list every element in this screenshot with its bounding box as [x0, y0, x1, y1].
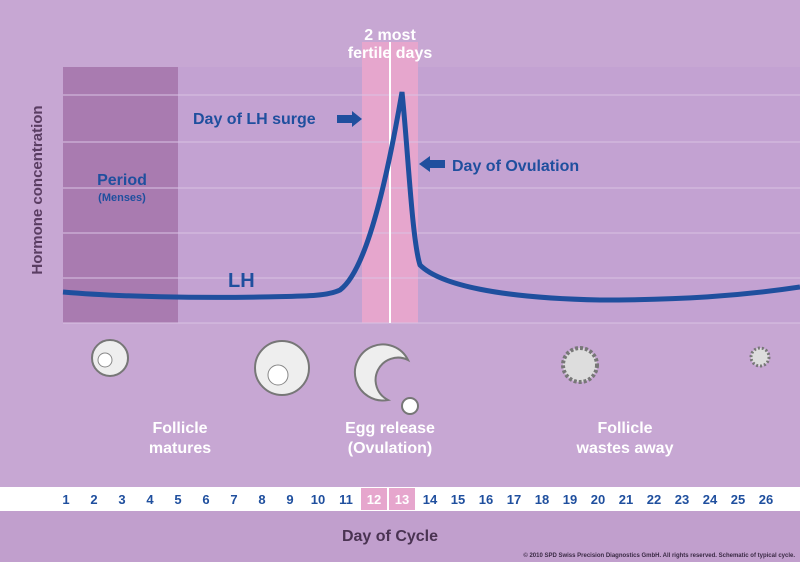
day-label: 21: [619, 492, 633, 507]
day-label: 3: [118, 492, 125, 507]
day-label: 4: [146, 492, 154, 507]
day-label: 16: [479, 492, 493, 507]
curve-label: LH: [228, 270, 255, 292]
day-label: 20: [591, 492, 605, 507]
day-label: 26: [759, 492, 773, 507]
follicle-icon: [268, 365, 288, 385]
day-label: 22: [647, 492, 661, 507]
phase-label: Follicle: [152, 420, 207, 437]
annotation: Day of Ovulation: [452, 158, 579, 175]
day-label: 9: [286, 492, 293, 507]
period-label: Period: [97, 172, 147, 189]
day-label: 2: [90, 492, 97, 507]
phase-label: matures: [149, 440, 211, 457]
title: fertile days: [348, 45, 433, 62]
page: Hormone concentration 2 most fertile day…: [0, 0, 800, 562]
day-label: 1: [62, 492, 69, 507]
follicle-icon: [563, 348, 597, 382]
period-sub: (Menses): [98, 192, 146, 204]
annotation: Day of LH surge: [193, 111, 316, 128]
day-label: 23: [675, 492, 689, 507]
day-label: 15: [451, 492, 465, 507]
day-label: 12: [367, 492, 381, 507]
x-axis-label: Day of Cycle: [342, 528, 438, 545]
day-label: 24: [703, 492, 718, 507]
y-axis-label: Hormone concentration: [29, 105, 46, 274]
phase-label: Follicle: [597, 420, 652, 437]
egg-icon: [402, 398, 418, 414]
phase-label: (Ovulation): [348, 440, 432, 457]
day-label: 7: [230, 492, 237, 507]
day-label: 8: [258, 492, 265, 507]
follicle-icon: [751, 348, 769, 366]
phase-label: Egg release: [345, 420, 435, 437]
diagram: Hormone concentration 2 most fertile day…: [0, 0, 800, 562]
title: 2 most: [364, 27, 416, 44]
day-label: 6: [202, 492, 209, 507]
day-label: 5: [174, 492, 181, 507]
day-label: 19: [563, 492, 577, 507]
day-label: 17: [507, 492, 521, 507]
copyright: © 2010 SPD Swiss Precision Diagnostics G…: [523, 552, 795, 559]
day-label: 10: [311, 492, 325, 507]
day-label: 11: [339, 492, 353, 507]
day-label: 13: [395, 492, 409, 507]
follicle-icon: [98, 353, 112, 367]
phase-label: wastes away: [576, 440, 674, 457]
day-label: 14: [423, 492, 438, 507]
day-label: 18: [535, 492, 549, 507]
day-label: 25: [731, 492, 745, 507]
